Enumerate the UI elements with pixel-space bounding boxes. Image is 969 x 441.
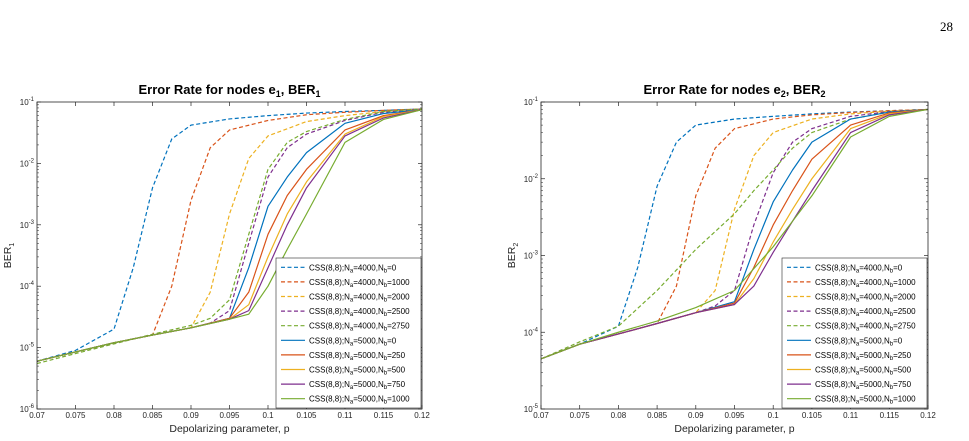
legend-label: CSS(8,8);Na=5000,Nb=250 [309,351,406,362]
legend: CSS(8,8);Na=4000,Nb=0 CSS(8,8);Na=4000,Nb… [781,257,928,409]
series-line-10 [541,108,928,360]
legend-label: CSS(8,8);Na=5000,Nb=1000 [309,395,410,406]
series-lines [541,108,928,360]
x-tick-label: 0.12 [920,411,936,420]
y-tick-label: 10-3 [20,220,35,230]
legend-label: CSS(8,8);Na=4000,Nb=2750 [309,322,410,333]
y-tick-label: 10-6 [20,404,35,414]
x-axis-label: Depolarizing parameter, p [169,423,289,435]
x-tick-label: 0.07 [29,411,45,420]
legend-label: CSS(8,8);Na=5000,Nb=500 [815,366,912,377]
x-tick-label: 0.085 [647,411,668,420]
x-tick-label: 0.11 [843,411,859,420]
legend-item: CSS(8,8);Na=5000,Nb=250 [281,351,406,362]
series-lines [37,108,422,365]
legend-item: CSS(8,8);Na=5000,Nb=0 [787,336,903,347]
y-tick-label: 10-2 [524,174,539,184]
x-tick-label: 0.085 [142,411,163,420]
legend-label: CSS(8,8);Na=5000,Nb=750 [815,380,912,391]
x-tick-label: 0.105 [802,411,823,420]
legend-item: CSS(8,8);Na=4000,Nb=0 [281,263,397,274]
x-tick-label: 0.12 [414,411,430,420]
legend-item: CSS(8,8);Na=5000,Nb=750 [787,380,912,391]
legend-label: CSS(8,8);Na=5000,Nb=0 [309,336,397,347]
y-tick-label: 10-1 [20,97,35,107]
legend-item: CSS(8,8);Na=4000,Nb=2500 [787,307,916,318]
y-tick-label: 10-4 [524,327,539,337]
legend-label: CSS(8,8);Na=4000,Nb=0 [309,263,397,274]
legend-item: CSS(8,8);Na=4000,Nb=0 [787,263,903,274]
x-tick-label: 0.095 [219,411,240,420]
y-tick-label: 10-5 [20,343,35,353]
legend-item: CSS(8,8);Na=5000,Nb=1000 [281,395,410,406]
x-axis-label: Depolarizing parameter, p [674,423,794,435]
legend-item: CSS(8,8);Na=4000,Nb=2750 [787,322,916,333]
series-line-5 [37,108,422,365]
legend-label: CSS(8,8);Na=4000,Nb=2500 [309,307,410,318]
series-line-1 [37,108,422,362]
legend-item: CSS(8,8);Na=4000,Nb=2000 [281,293,410,304]
legend-label: CSS(8,8);Na=5000,Nb=250 [815,351,912,362]
legend-label: CSS(8,8);Na=4000,Nb=2500 [815,307,916,318]
y-tick-label: 10-4 [20,281,35,291]
legend-label: CSS(8,8);Na=4000,Nb=1000 [309,278,410,289]
legend-item: CSS(8,8);Na=5000,Nb=750 [281,380,406,391]
legend-item: CSS(8,8);Na=5000,Nb=1000 [787,395,916,406]
x-tick-label: 0.07 [533,411,549,420]
x-tick-label: 0.09 [688,411,704,420]
x-tick-label: 0.075 [570,411,591,420]
legend-label: CSS(8,8);Na=4000,Nb=2750 [815,322,916,333]
x-tick-label: 0.11 [338,411,354,420]
y-tick-label: 10-2 [20,158,35,168]
chart-panel-2: 0.07 0.075 0.08 0.085 0.09 0.095 0.1 0.105 0.11 0… [506,82,936,435]
legend-item: CSS(8,8);Na=4000,Nb=1000 [281,278,410,289]
x-tick-label: 0.075 [65,411,86,420]
y-axis-label: BER1 [2,243,16,269]
legend-label: CSS(8,8);Na=4000,Nb=2000 [309,293,410,304]
legend-label: CSS(8,8);Na=4000,Nb=1000 [815,278,916,289]
y-tick-label: 10-3 [524,251,539,261]
x-tick-label: 0.105 [296,411,317,420]
legend-item: CSS(8,8);Na=4000,Nb=1000 [787,278,916,289]
x-tick-label: 0.09 [183,411,199,420]
legend-label: CSS(8,8);Na=4000,Nb=0 [815,263,903,274]
x-tick-label: 0.095 [724,411,745,420]
series-line-10 [37,109,422,362]
x-tick-label: 0.1 [768,411,780,420]
chart-title: Error Rate for nodes e2, BER2 [644,82,826,99]
legend-label: CSS(8,8);Na=5000,Nb=1000 [815,395,916,406]
legend-label: CSS(8,8);Na=5000,Nb=750 [309,380,406,391]
legend-item: CSS(8,8);Na=5000,Nb=0 [281,336,397,347]
legend-label: CSS(8,8);Na=4000,Nb=2000 [815,293,916,304]
legend: CSS(8,8);Na=4000,Nb=0 CSS(8,8);Na=4000,Nb… [275,257,422,409]
legend-item: CSS(8,8);Na=5000,Nb=500 [281,366,406,377]
page-number: 28 [940,19,953,34]
legend-item: CSS(8,8);Na=4000,Nb=2000 [787,293,916,304]
legend-box [275,257,422,409]
legend-item: CSS(8,8);Na=5000,Nb=500 [787,366,912,377]
x-tick-label: 0.115 [374,411,394,420]
y-axis-label: BER2 [506,243,520,269]
legend-item: CSS(8,8);Na=4000,Nb=2500 [281,307,410,318]
legend-label: CSS(8,8);Na=5000,Nb=500 [309,366,406,377]
chart-panel-1: 0.07 0.075 0.08 0.085 0.09 0.095 0.1 0.105 0.11 0… [2,82,430,435]
x-tick-label: 0.1 [262,411,274,420]
legend-item: CSS(8,8);Na=4000,Nb=2750 [281,322,410,333]
legend-label: CSS(8,8);Na=5000,Nb=0 [815,336,903,347]
x-tick-label: 0.08 [611,411,627,420]
legend-box [781,257,928,409]
series-line-9 [541,108,928,360]
chart-title: Error Rate for nodes e1, BER1 [139,82,321,99]
legend-item: CSS(8,8);Na=5000,Nb=250 [787,351,912,362]
y-tick-label: 10-5 [524,404,539,414]
x-tick-label: 0.115 [880,411,900,420]
x-tick-label: 0.08 [106,411,122,420]
y-tick-label: 10-1 [524,97,539,107]
